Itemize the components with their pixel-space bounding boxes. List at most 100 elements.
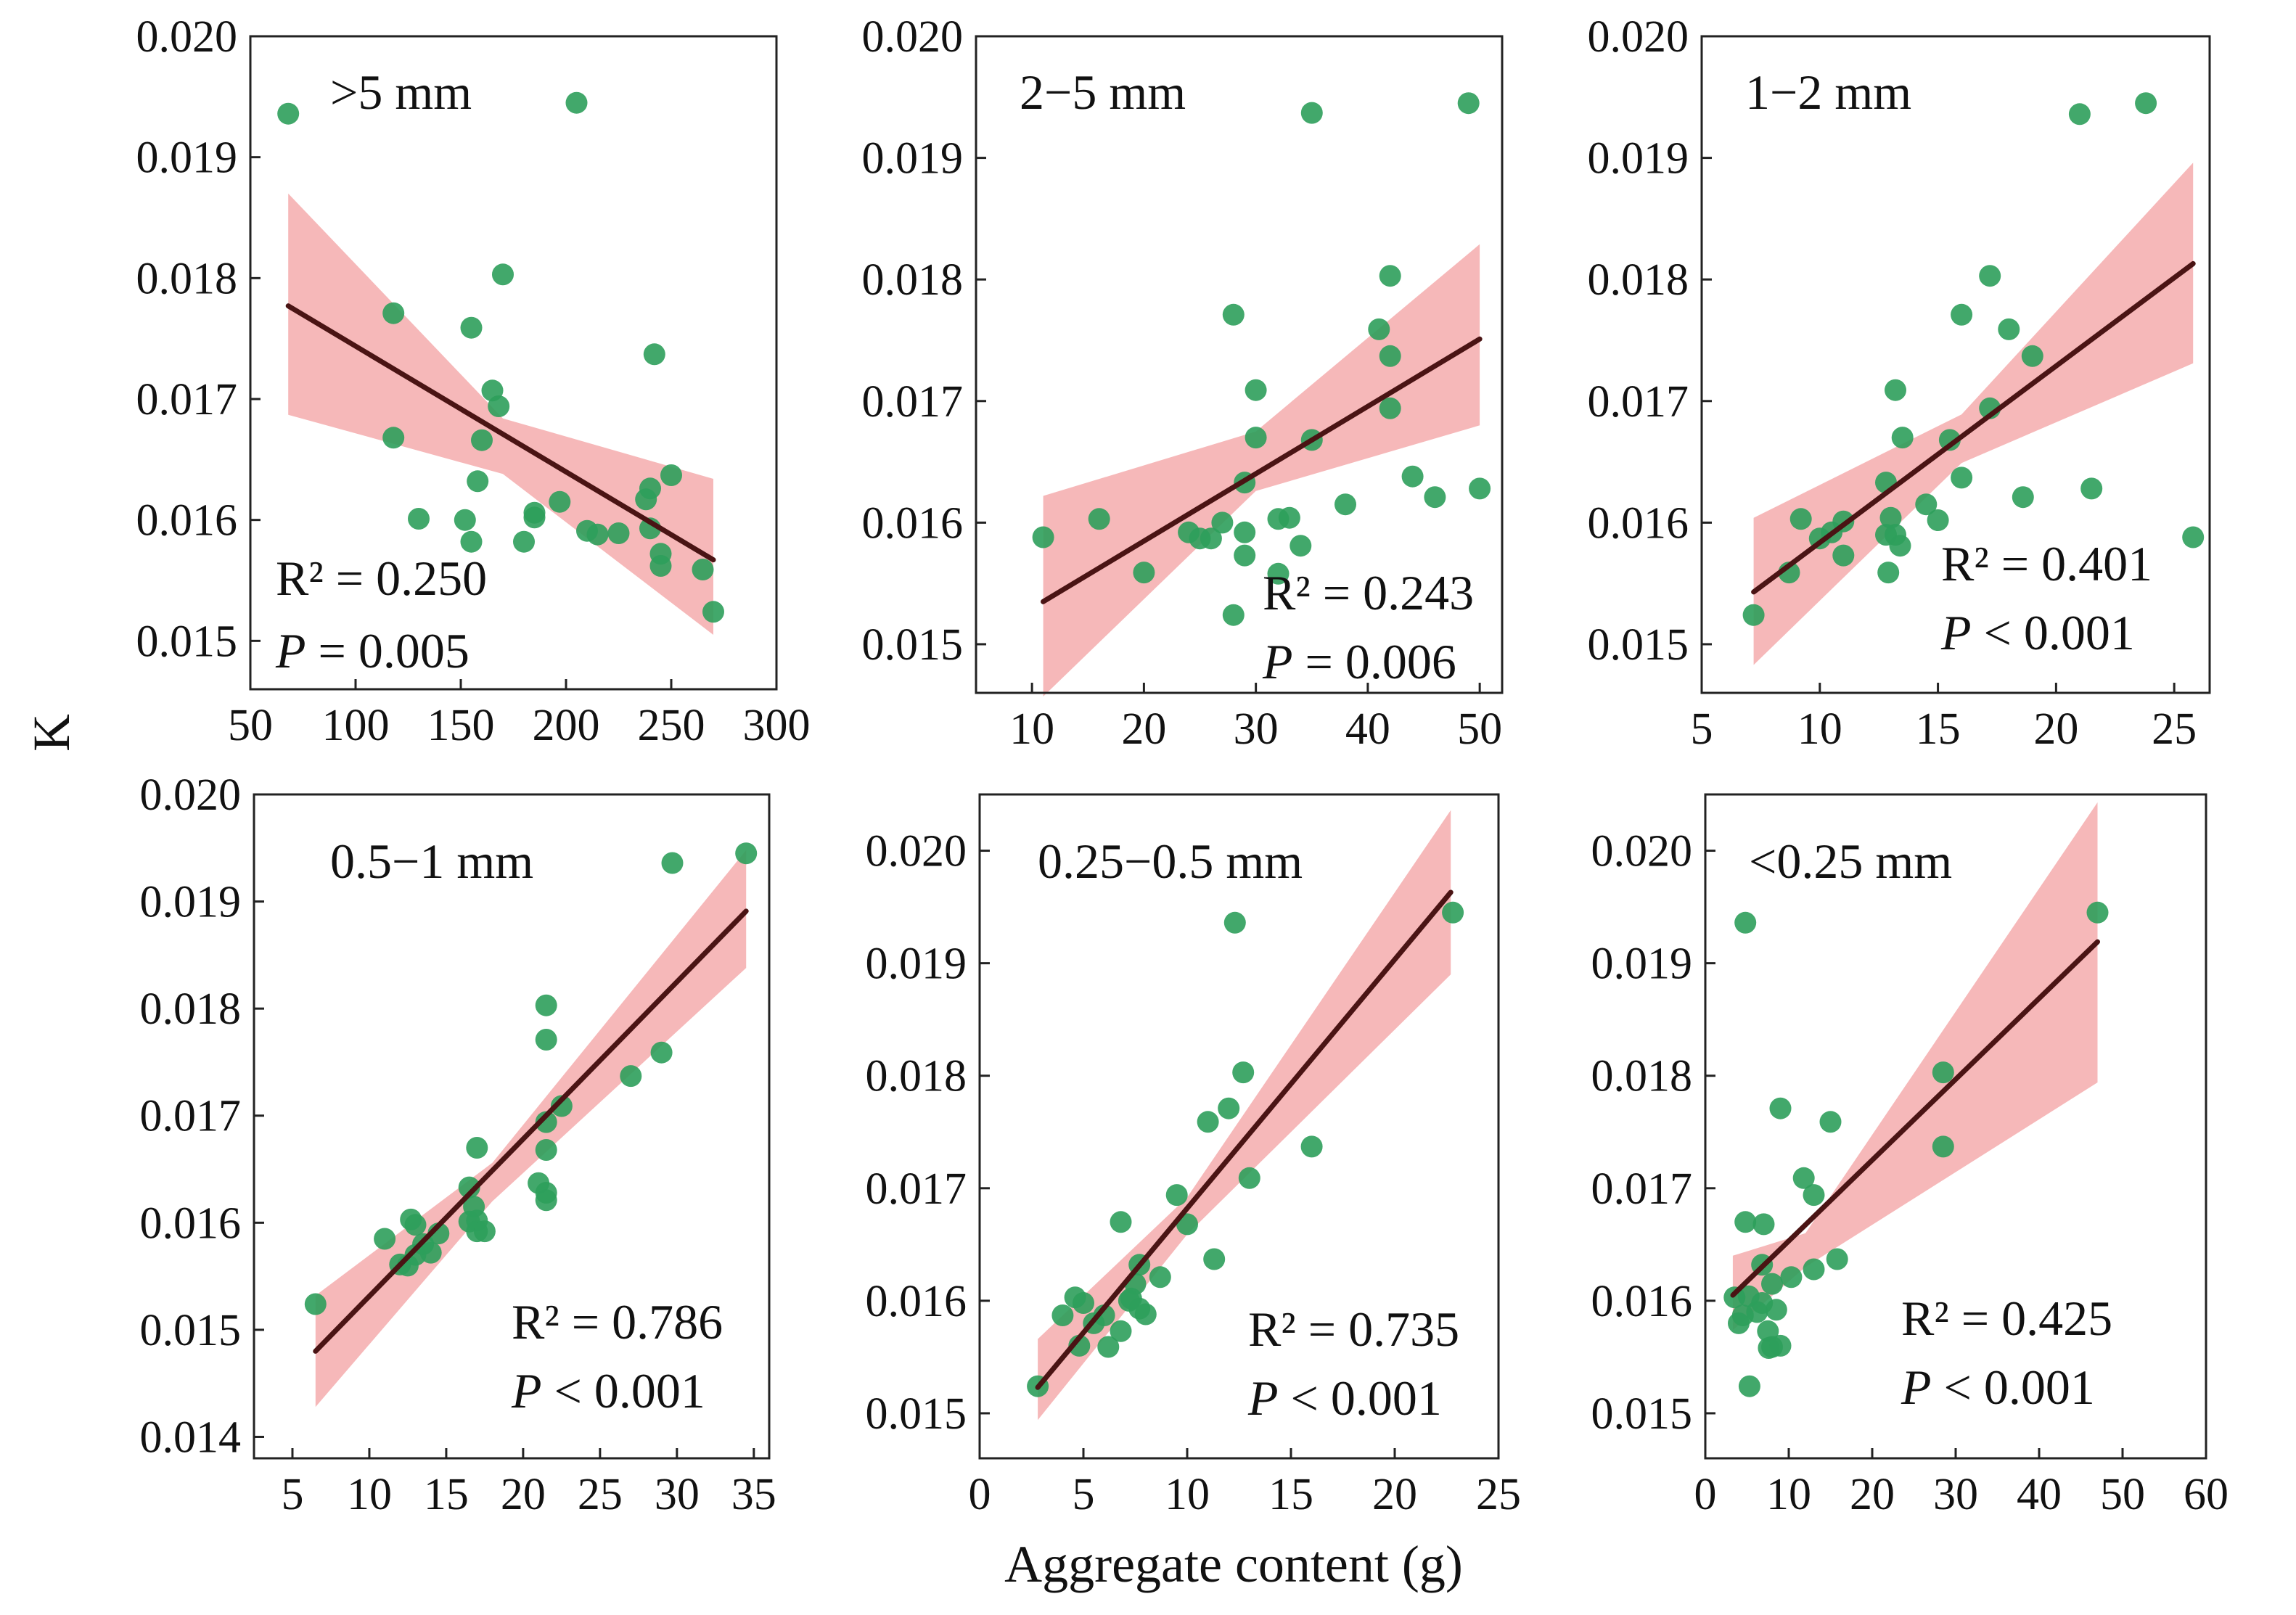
data-point <box>1819 1111 1842 1133</box>
panel-4: 0.014 0.015 0.016 0.017 0.018 0.019 0.020 5 10 15… <box>140 770 776 1519</box>
y-tick-label: 0.019 <box>866 940 967 989</box>
x-tick-label: 20 <box>1121 704 1166 754</box>
data-point <box>1110 1320 1132 1342</box>
x-tick-label: 0 <box>1694 1470 1717 1519</box>
plot-frame <box>253 793 771 1460</box>
x-tick-label: 10 <box>1009 704 1054 754</box>
p-value-label: P < 0.001 <box>1940 605 2135 660</box>
data-point <box>661 852 684 874</box>
data-point <box>1927 509 1949 531</box>
data-point <box>1879 506 1902 529</box>
data-point <box>277 102 300 125</box>
data-point <box>382 302 405 324</box>
panel-title: 1−2 mm <box>1745 65 1911 120</box>
data-point <box>1761 1273 1783 1295</box>
data-point <box>460 316 483 339</box>
data-point <box>1734 911 1757 934</box>
x-tick-label: 50 <box>2100 1470 2145 1519</box>
p-value-label: P = 0.005 <box>275 623 470 678</box>
y-tick-label: 0.020 <box>140 770 242 820</box>
data-point <box>1032 526 1054 548</box>
p-value-label: P < 0.001 <box>1901 1360 2095 1415</box>
r-squared-label: R² = 0.401 <box>1941 536 2152 591</box>
plot-frame <box>249 35 778 691</box>
data-point <box>2135 92 2157 115</box>
y-tick-label: 0.015 <box>136 617 238 666</box>
x-tick-label: 150 <box>427 701 495 750</box>
y-tick-label: 0.018 <box>1591 1052 1693 1101</box>
data-point <box>1803 1184 1825 1207</box>
data-point <box>1932 1061 1954 1084</box>
data-point <box>565 91 588 114</box>
data-point <box>1780 1266 1803 1289</box>
x-tick-label: 20 <box>1850 1470 1895 1519</box>
regression-line <box>1035 889 1454 1390</box>
data-point <box>1379 265 1401 287</box>
data-point <box>471 429 493 451</box>
y-tick-label: 0.016 <box>1591 1277 1693 1326</box>
data-point <box>1200 527 1222 550</box>
data-point <box>488 395 510 417</box>
data-point <box>404 1214 427 1236</box>
panel-title: 2−5 mm <box>1020 65 1186 120</box>
y-tick-label: 0.015 <box>140 1306 242 1355</box>
data-point <box>1789 508 1812 530</box>
y-tick-label: 0.015 <box>862 620 964 670</box>
data-point <box>1133 562 1155 584</box>
data-point <box>1889 535 1911 557</box>
panel-3: 0.015 0.016 0.017 0.018 0.019 0.020 5 10 15 20 25 1… <box>1588 12 2211 754</box>
data-point <box>702 601 724 623</box>
y-axis-title: K <box>22 714 81 752</box>
panel-title: 0.5−1 mm <box>330 834 533 889</box>
x-tick-label: 5 <box>281 1470 303 1519</box>
data-point <box>649 555 672 577</box>
y-tick-label: 0.017 <box>136 375 238 424</box>
y-tick-label: 0.020 <box>862 12 964 62</box>
data-point <box>535 1189 557 1212</box>
data-point <box>2182 526 2205 548</box>
data-point <box>1938 429 1961 451</box>
x-tick-label: 300 <box>743 701 811 750</box>
data-point <box>1979 265 2001 287</box>
x-tick-label: 200 <box>533 701 600 750</box>
data-point <box>1832 544 1855 567</box>
y-tick-label: 0.014 <box>140 1413 242 1462</box>
data-point <box>1300 1135 1323 1158</box>
data-point <box>607 522 630 544</box>
panel-5: 0.015 0.016 0.017 0.018 0.019 0.020 0 5 10 15 20 25… <box>866 793 1521 1519</box>
y-tick-label: 0.015 <box>866 1389 967 1439</box>
data-point <box>1891 427 1914 449</box>
x-tick-label: 5 <box>1073 1470 1095 1519</box>
data-point <box>1176 1213 1198 1236</box>
data-point <box>549 490 571 513</box>
data-point <box>374 1228 396 1250</box>
x-tick-label: 30 <box>1234 704 1279 754</box>
x-tick-label: 10 <box>347 1470 392 1519</box>
data-point <box>1222 303 1245 326</box>
confidence-band <box>1753 163 2194 665</box>
data-point <box>1267 508 1290 530</box>
r-squared-label: R² = 0.425 <box>1901 1291 2112 1346</box>
data-point <box>586 523 609 546</box>
panel-2: 0.015 0.016 0.017 0.018 0.019 0.020 10 20 30 40 50… <box>862 12 1504 754</box>
data-point <box>1334 493 1356 516</box>
data-point <box>1267 562 1290 585</box>
x-tick-label: 15 <box>1916 704 1961 754</box>
data-point <box>1792 1167 1815 1189</box>
data-point <box>1951 303 1973 326</box>
data-point <box>660 464 682 486</box>
data-point <box>466 1137 488 1159</box>
y-tick-label: 0.019 <box>1588 134 1689 184</box>
data-point <box>1134 1303 1157 1326</box>
data-point <box>1469 477 1491 500</box>
plot-frame <box>1700 35 2211 694</box>
data-point <box>408 508 430 530</box>
x-tick-label: 15 <box>1268 1470 1313 1519</box>
y-tick-label: 0.016 <box>136 496 238 546</box>
data-point <box>1368 318 1390 340</box>
panel-title: 0.25−0.5 mm <box>1038 834 1303 889</box>
y-tick-label: 0.016 <box>140 1199 242 1248</box>
y-tick-label: 0.017 <box>866 1164 967 1214</box>
